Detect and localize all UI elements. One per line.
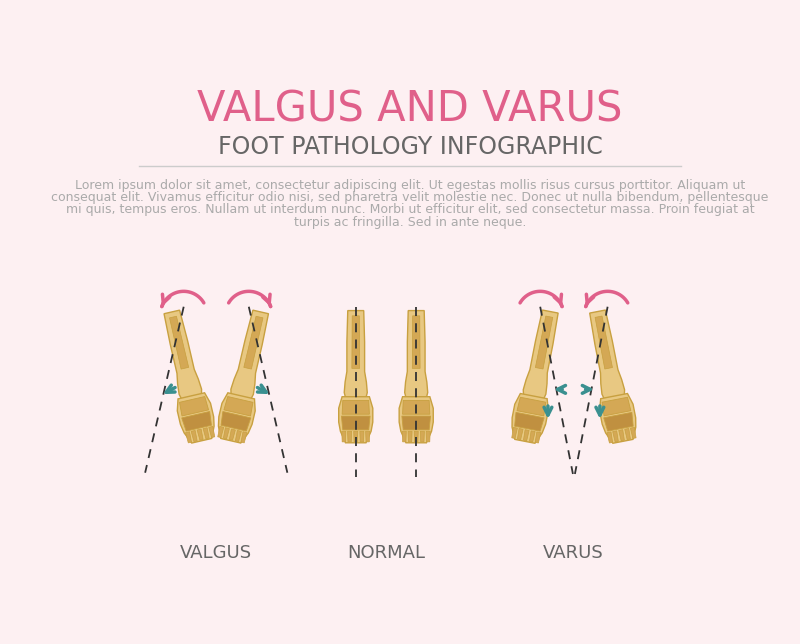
Polygon shape <box>607 432 613 443</box>
Polygon shape <box>517 397 546 416</box>
Polygon shape <box>625 428 630 440</box>
Polygon shape <box>514 412 544 431</box>
Polygon shape <box>405 310 428 415</box>
Polygon shape <box>402 416 430 430</box>
Text: consequat elit. Vivamus efficitur odio nisi, sed pharetra velit molestie nec. Do: consequat elit. Vivamus efficitur odio n… <box>51 191 769 204</box>
Polygon shape <box>630 428 636 439</box>
Text: mi quis, tempus eros. Nullam ut interdum nunc. Morbi ut efficitur elit, sed cons: mi quis, tempus eros. Nullam ut interdum… <box>66 204 754 216</box>
Text: VALGUS: VALGUS <box>180 544 252 562</box>
Polygon shape <box>352 316 360 368</box>
Polygon shape <box>518 428 523 440</box>
Polygon shape <box>618 430 624 440</box>
Polygon shape <box>179 397 209 416</box>
Polygon shape <box>338 397 373 443</box>
Polygon shape <box>170 316 189 369</box>
Polygon shape <box>354 431 358 442</box>
Polygon shape <box>218 393 255 443</box>
Polygon shape <box>590 310 626 416</box>
Polygon shape <box>221 412 250 431</box>
Polygon shape <box>535 432 541 443</box>
Polygon shape <box>344 310 367 415</box>
Polygon shape <box>408 431 412 442</box>
Polygon shape <box>223 428 230 439</box>
Polygon shape <box>399 397 434 443</box>
Polygon shape <box>241 431 247 443</box>
Polygon shape <box>197 429 203 440</box>
Polygon shape <box>178 393 214 443</box>
Polygon shape <box>599 393 636 443</box>
Polygon shape <box>366 431 370 442</box>
Polygon shape <box>186 431 191 443</box>
Polygon shape <box>523 430 529 440</box>
Text: VALGUS AND VARUS: VALGUS AND VARUS <box>198 89 622 131</box>
Polygon shape <box>191 430 197 442</box>
Polygon shape <box>235 430 242 442</box>
Polygon shape <box>512 428 518 439</box>
Polygon shape <box>230 429 235 440</box>
Polygon shape <box>412 316 420 368</box>
Polygon shape <box>426 431 430 442</box>
Polygon shape <box>209 426 214 437</box>
Polygon shape <box>420 431 424 442</box>
Polygon shape <box>360 431 364 442</box>
Polygon shape <box>182 412 211 431</box>
Polygon shape <box>342 431 346 442</box>
Polygon shape <box>535 316 553 369</box>
Polygon shape <box>512 393 548 443</box>
Polygon shape <box>530 431 535 442</box>
Polygon shape <box>414 431 418 442</box>
Polygon shape <box>224 397 253 416</box>
Polygon shape <box>229 310 269 416</box>
Polygon shape <box>595 316 613 369</box>
Polygon shape <box>522 310 558 416</box>
Polygon shape <box>402 431 406 442</box>
Polygon shape <box>613 431 618 442</box>
Polygon shape <box>342 416 370 430</box>
Polygon shape <box>602 397 631 416</box>
Polygon shape <box>244 316 263 369</box>
Polygon shape <box>218 426 224 437</box>
Polygon shape <box>164 310 203 416</box>
Text: turpis ac fringilla. Sed in ante neque.: turpis ac fringilla. Sed in ante neque. <box>294 216 526 229</box>
Polygon shape <box>203 428 209 439</box>
Polygon shape <box>604 412 633 431</box>
Polygon shape <box>342 401 370 414</box>
Text: FOOT PATHOLOGY INFOGRAPHIC: FOOT PATHOLOGY INFOGRAPHIC <box>218 135 602 158</box>
Text: VARUS: VARUS <box>543 544 604 562</box>
Text: NORMAL: NORMAL <box>347 544 425 562</box>
Text: Lorem ipsum dolor sit amet, consectetur adipiscing elit. Ut egestas mollis risus: Lorem ipsum dolor sit amet, consectetur … <box>75 178 745 191</box>
Polygon shape <box>402 401 430 414</box>
Polygon shape <box>347 431 352 442</box>
